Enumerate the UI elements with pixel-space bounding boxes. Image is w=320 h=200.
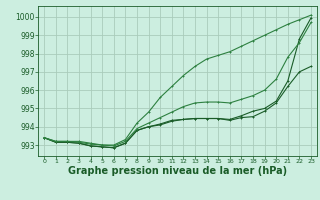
- X-axis label: Graphe pression niveau de la mer (hPa): Graphe pression niveau de la mer (hPa): [68, 166, 287, 176]
